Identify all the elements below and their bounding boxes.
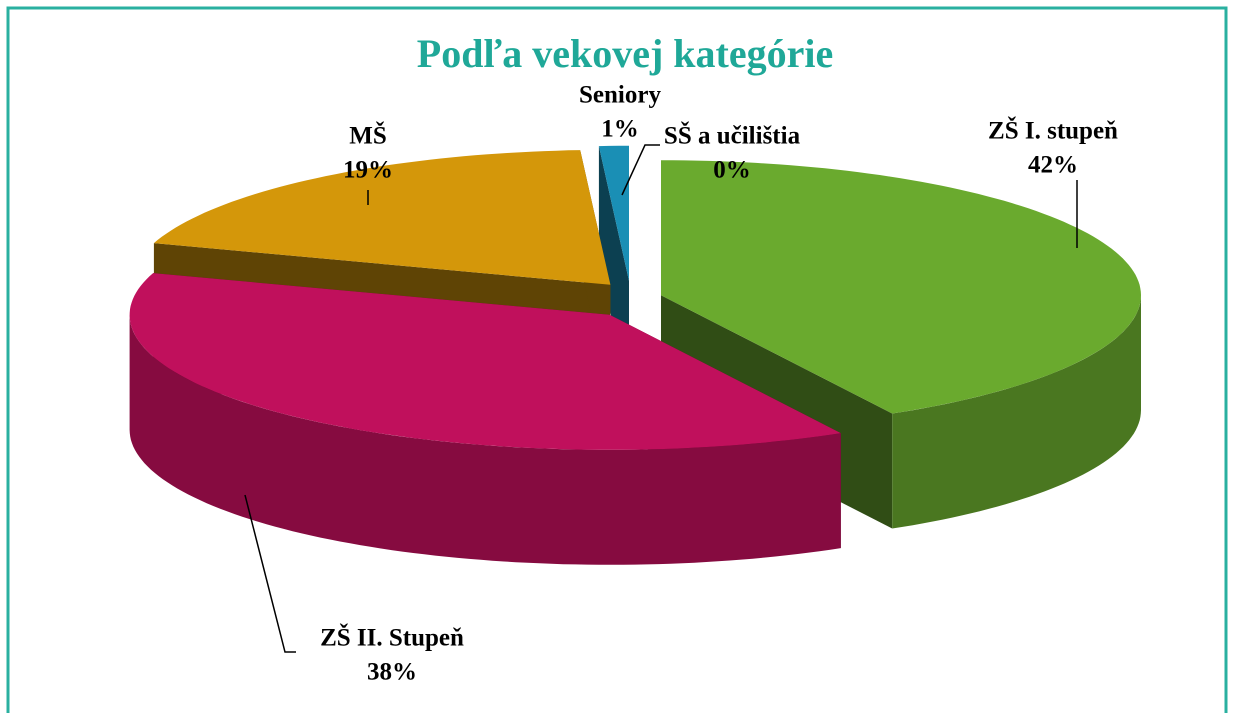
frame [6,6,1228,713]
chart-title: Podľa vekovej kategórie [417,31,833,76]
data-label-name: Seniory [579,82,661,109]
data-label-value: 1% [601,116,639,143]
leader-line [244,494,296,653]
data-label-value: 42% [1028,152,1078,179]
data-label-value: 38% [367,659,417,686]
data-label-name: ZŠ I. stupeň [988,117,1118,145]
slice [598,145,629,281]
slice-wall [129,314,841,565]
slice [661,160,1141,414]
leader-line [621,144,660,196]
data-label-name: MŠ [349,122,387,150]
data-label-name: ZŠ II. Stupeň [320,624,464,652]
slice [153,150,611,285]
slice-wall [892,295,1141,529]
slice [129,273,841,450]
data-label-value: 19% [343,157,393,184]
data-label-name: SŠ a učilištia [664,122,801,150]
data-label-value: 0% [713,157,751,184]
